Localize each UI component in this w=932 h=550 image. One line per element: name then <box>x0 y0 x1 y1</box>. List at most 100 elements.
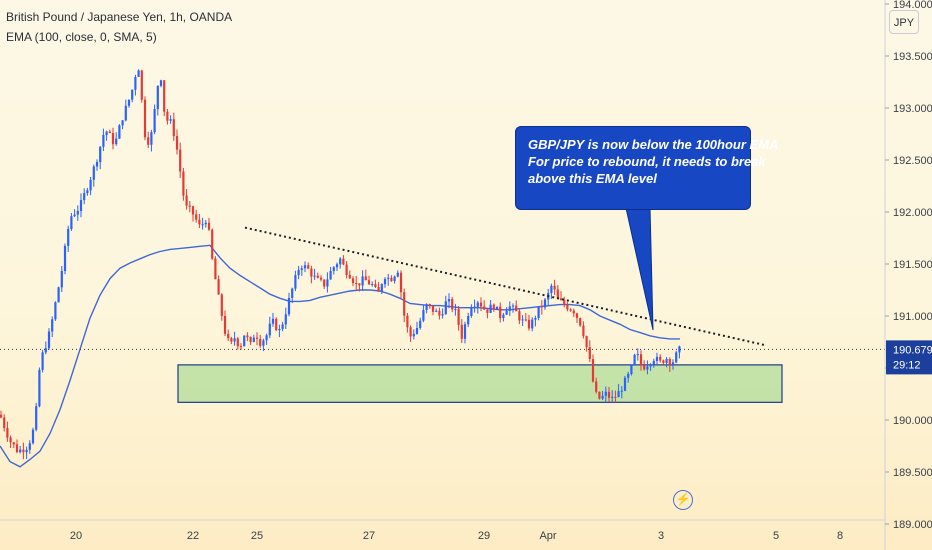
candle <box>476 300 479 314</box>
candle <box>511 303 515 313</box>
candle-body <box>524 319 527 321</box>
candle <box>163 80 166 117</box>
candle-body <box>451 299 454 310</box>
candle <box>92 164 95 187</box>
candle <box>127 99 131 108</box>
candle <box>22 442 25 460</box>
candle-body <box>195 214 198 220</box>
candle <box>358 283 361 292</box>
candle <box>655 352 659 365</box>
candle-body <box>166 111 169 121</box>
candle-body <box>601 395 604 399</box>
candle-body <box>415 328 419 334</box>
candle-body <box>499 306 502 319</box>
candle <box>390 275 393 282</box>
candle-body <box>204 222 207 225</box>
candle-body <box>588 347 591 359</box>
candle <box>57 286 60 303</box>
candle-body <box>633 354 636 365</box>
candle <box>412 329 415 340</box>
candle-body <box>291 288 294 298</box>
candle <box>415 321 419 335</box>
candle <box>76 205 79 221</box>
candle-body <box>659 356 662 361</box>
candle <box>643 360 646 371</box>
candle <box>51 316 54 337</box>
candle-body <box>303 265 307 269</box>
candle <box>502 312 505 322</box>
x-tick-label: 29 <box>478 530 490 542</box>
candle <box>303 261 307 273</box>
candle <box>435 308 438 313</box>
candle-body <box>201 224 204 226</box>
candle <box>540 300 543 315</box>
candle-body <box>486 309 489 313</box>
candle-body <box>105 131 108 135</box>
candle <box>588 340 591 362</box>
candle-body <box>630 364 633 374</box>
candle-body <box>611 396 614 398</box>
candle <box>287 292 291 317</box>
x-tick-label: 27 <box>363 530 375 542</box>
candle <box>566 302 569 312</box>
candle-body <box>639 354 643 366</box>
candle <box>284 307 287 329</box>
candle-body <box>70 216 73 229</box>
annotation-callout[interactable]: GBP/JPY is now below the 100hour EMA For… <box>515 126 779 210</box>
lightning-icon[interactable]: ⚡ <box>673 490 693 510</box>
candle-body <box>150 132 153 145</box>
ema-line <box>0 244 680 468</box>
candle-body <box>617 391 620 398</box>
candle-body <box>419 320 422 328</box>
candle <box>63 243 67 275</box>
candle <box>166 109 169 125</box>
candle-body <box>25 449 28 453</box>
candle-body <box>230 338 233 342</box>
callout-line-1: GBP/JPY is now below the 100hour EMA <box>528 137 779 152</box>
candle-body <box>47 331 51 349</box>
candle-body <box>364 276 367 281</box>
currency-button[interactable]: JPY <box>889 10 919 34</box>
candle <box>118 124 121 139</box>
candle-body <box>668 359 671 366</box>
candle <box>102 128 105 151</box>
candle-body <box>323 279 326 287</box>
candle-body <box>239 346 243 348</box>
candle <box>249 336 252 345</box>
y-tick-label: 191.000 <box>893 311 932 323</box>
candle <box>38 367 41 408</box>
candle <box>595 377 598 394</box>
candle <box>217 275 220 295</box>
y-tick-label: 189.500 <box>893 467 932 479</box>
candle-body <box>553 285 556 290</box>
candle-body <box>422 310 425 321</box>
candle <box>153 104 156 135</box>
candle <box>239 343 243 350</box>
candle-body <box>457 308 460 325</box>
candle <box>460 319 463 343</box>
candle <box>291 287 294 304</box>
candle <box>223 310 227 336</box>
candle-body <box>179 149 182 172</box>
candle <box>441 308 444 319</box>
legend-indicator[interactable]: EMA (100, close, 0, SMA, 5) <box>6 30 157 44</box>
candle <box>41 349 44 373</box>
candle <box>563 296 566 308</box>
candle <box>300 265 303 276</box>
candle <box>521 315 524 326</box>
candle-body <box>217 279 220 295</box>
callout-line-3: above this EMA level <box>528 171 657 186</box>
candle <box>659 354 662 363</box>
legend-title[interactable]: British Pound / Japanese Yen, 1h, OANDA <box>6 10 233 24</box>
candle <box>543 298 547 310</box>
candle-body <box>339 258 342 265</box>
candle <box>582 321 585 339</box>
candle <box>406 313 409 333</box>
candle <box>131 89 134 103</box>
candle <box>630 364 633 376</box>
candle <box>188 201 191 213</box>
candle <box>156 85 159 116</box>
candle <box>668 357 671 372</box>
